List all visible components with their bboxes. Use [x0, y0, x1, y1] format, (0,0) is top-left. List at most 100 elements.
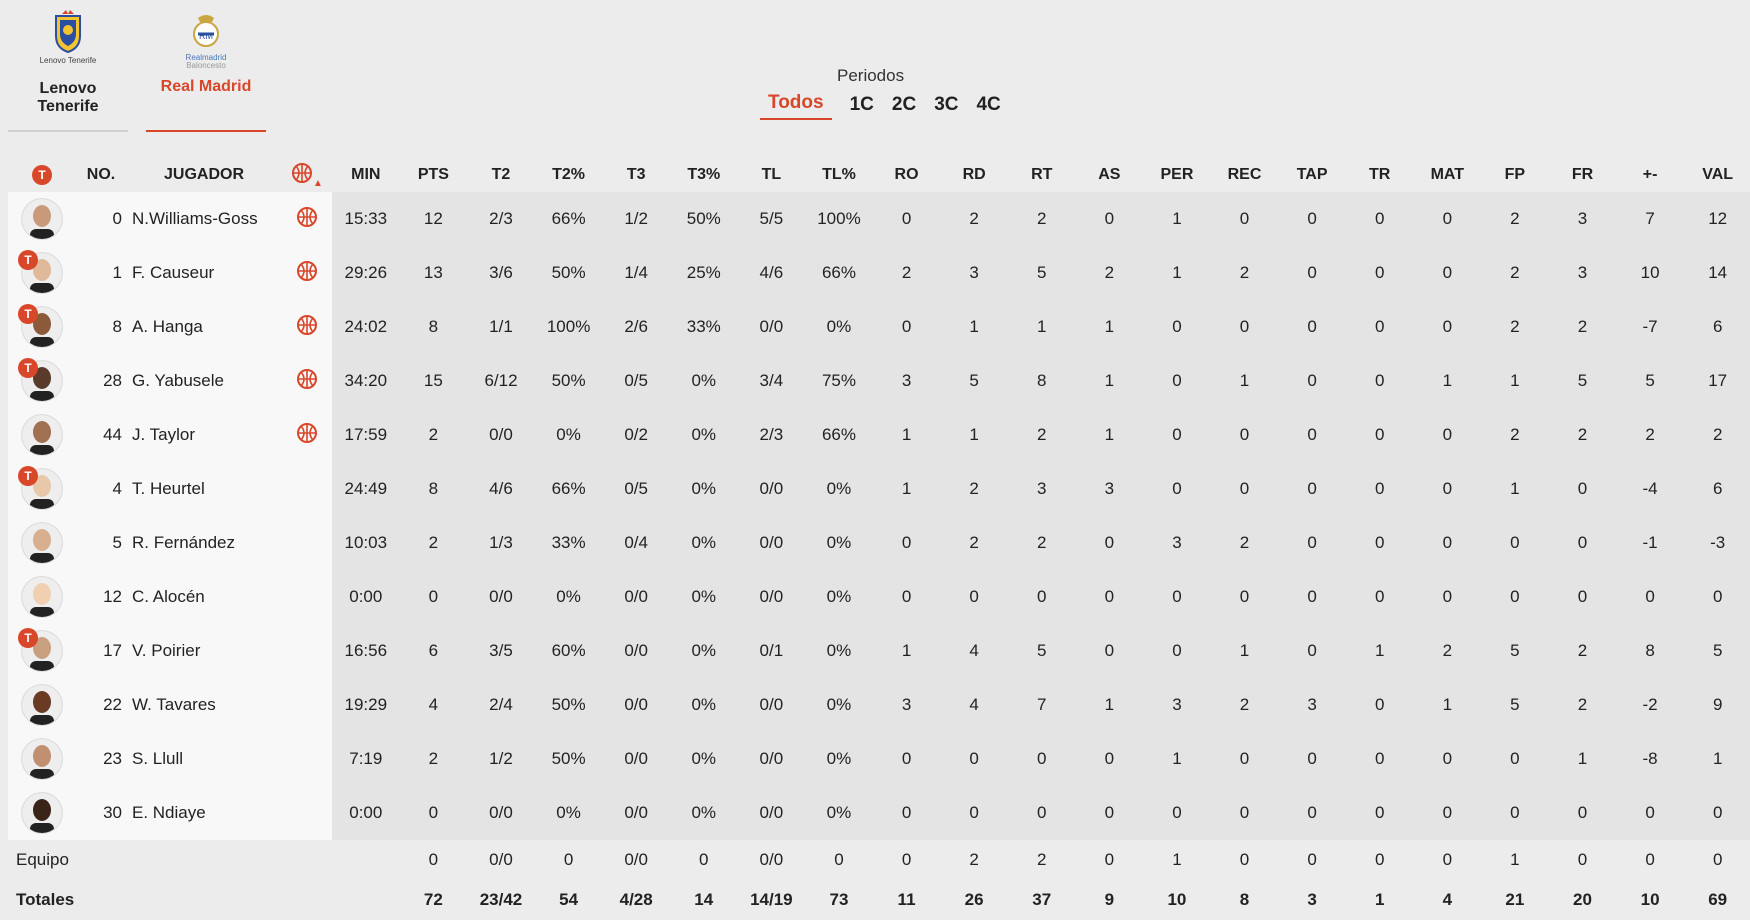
team-row-stat-per: 1 — [1172, 850, 1182, 869]
header-t2[interactable]: T2 — [491, 166, 511, 183]
stat-tr: 0 — [1345, 570, 1414, 624]
on-court-cell — [282, 192, 332, 246]
table-row[interactable]: 22 W. Tavares 19:29 4 2/4 50% 0/0 0% 0/0 0% 3 4 7 1 3 2… — [8, 678, 1750, 732]
tab-todos[interactable]: Todos — [760, 92, 832, 120]
stat-pts: 13 — [399, 246, 468, 300]
table-row[interactable]: 12 C. Alocén 0:00 0 0/0 0% 0/0 0% 0/0 0% 0 0 0 0 0 0 0 0 0… — [8, 570, 1750, 624]
stat-val: 14 — [1683, 246, 1750, 300]
player-name[interactable]: J. Taylor — [126, 408, 282, 462]
stat-rec: 0 — [1210, 192, 1279, 246]
stat-t2-pct: 100% — [534, 300, 603, 354]
player-avatar[interactable] — [21, 684, 63, 726]
totals-row-stat-t2-pct: 54 — [559, 890, 579, 909]
table-row[interactable]: 44 J. Taylor 17:59 2 0/0 0% 0/2 0% 2/3 66% 1 1 2 1 0 0 0… — [8, 408, 1750, 462]
stat-tl-pct: 66% — [805, 408, 873, 462]
starter-badge-icon: T — [18, 466, 38, 486]
totals-row-stat-fp: 21 — [1505, 890, 1525, 909]
stat-pts: 8 — [399, 462, 468, 516]
player-avatar[interactable] — [21, 738, 63, 780]
stat-tr: 0 — [1345, 246, 1414, 300]
table-row[interactable]: T 17 V. Poirier 16:56 6 3/5 60% 0/0 0% 0/1 0% 1 4 5 0 0… — [8, 624, 1750, 678]
header-min[interactable]: MIN — [351, 166, 381, 183]
team-tab-real-madrid[interactable]: RM Realmadrid Baloncesto Real Madrid — [146, 0, 266, 132]
totals-row-stat-t2: 23/42 — [479, 890, 523, 909]
table-header-row: T NO. JUGADOR ▲ MIN PTS T2 T2% T3 T3% TL… — [8, 158, 1750, 192]
player-photo-cell: T — [8, 300, 76, 354]
player-avatar[interactable] — [21, 576, 63, 618]
tab-4c[interactable]: 4C — [976, 94, 1001, 115]
header-on-court[interactable]: ▲ — [282, 158, 332, 192]
header-tap[interactable]: TAP — [1296, 166, 1328, 183]
stat-tl: 0/0 — [737, 732, 806, 786]
header-tl-pct[interactable]: TL% — [822, 166, 856, 183]
player-avatar[interactable] — [21, 522, 63, 564]
header-jugador[interactable]: JUGADOR — [163, 166, 244, 183]
header-no[interactable]: NO. — [86, 166, 116, 183]
table-row[interactable]: T 4 T. Heurtel 24:49 8 4/6 66% 0/5 0% 0/0 0% 1 2 3 3 0 0… — [8, 462, 1750, 516]
player-name[interactable]: G. Yabusele — [126, 354, 282, 408]
player-name[interactable]: S. Llull — [126, 732, 282, 786]
stat-tl: 0/0 — [737, 300, 806, 354]
table-row[interactable]: T 28 G. Yabusele 34:20 15 6/12 50% 0/5 0% 3/4 75% 3… — [8, 354, 1750, 408]
header-mat[interactable]: MAT — [1430, 166, 1465, 183]
header-as[interactable]: AS — [1098, 166, 1121, 183]
player-photo-cell — [8, 408, 76, 462]
totals-row-stat-rec: 8 — [1239, 890, 1250, 909]
header-plus-minus[interactable]: +- — [1642, 166, 1658, 183]
player-name[interactable]: W. Tavares — [126, 678, 282, 732]
header-t2-pct[interactable]: T2% — [552, 166, 586, 183]
header-rt[interactable]: RT — [1031, 166, 1053, 183]
tab-1c[interactable]: 1C — [849, 94, 874, 115]
table-row[interactable]: 0 N.Williams-Goss 15:33 12 2/3 66% 1/2 50% 5/5 10… — [8, 192, 1750, 246]
table-row[interactable]: 23 S. Llull 7:19 2 1/2 50% 0/0 0% 0/0 0% 0 0 0 0 1 0 0 0 0… — [8, 732, 1750, 786]
stat-rd: 1 — [940, 408, 1008, 462]
player-number: 28 — [76, 354, 126, 408]
player-avatar[interactable] — [21, 792, 63, 834]
stat-fr: 0 — [1548, 462, 1617, 516]
header-ro[interactable]: RO — [894, 166, 919, 183]
header-val[interactable]: VAL — [1702, 166, 1734, 183]
header-tr[interactable]: TR — [1369, 166, 1391, 183]
header-rec[interactable]: REC — [1227, 166, 1262, 183]
player-avatar[interactable] — [21, 306, 63, 348]
tab-2c[interactable]: 2C — [891, 94, 917, 115]
stat-tr: 0 — [1345, 462, 1414, 516]
table-row[interactable]: 5 R. Fernández 10:03 2 1/3 33% 0/4 0% 0/0 0% 0 2 2 0 3… — [8, 516, 1750, 570]
player-name[interactable]: F. Causeur — [126, 246, 282, 300]
stat-ro: 1 — [872, 408, 941, 462]
stat-rt: 2 — [1007, 408, 1076, 462]
player-avatar[interactable] — [21, 414, 63, 456]
team-tab-tenerife[interactable]: Lenovo Tenerife Lenovo Tenerife — [8, 0, 128, 132]
header-fp[interactable]: FP — [1504, 166, 1526, 183]
stat-ro: 3 — [872, 678, 941, 732]
player-name[interactable]: E. Ndiaye — [126, 786, 282, 840]
team-row-stat-mat: 0 — [1442, 850, 1453, 869]
team-row-stat-ro: 0 — [901, 850, 912, 869]
player-name[interactable]: N.Williams-Goss — [126, 192, 282, 246]
header-fr[interactable]: FR — [1571, 166, 1594, 183]
stat-t2: 2/4 — [467, 678, 535, 732]
table-row[interactable]: 30 E. Ndiaye 0:00 0 0/0 0% 0/0 0% 0/0 0% 0 0 0 0 0 0 0 0 0… — [8, 786, 1750, 840]
boxscore-table: T NO. JUGADOR ▲ MIN PTS T2 T2% T3 T3% TL… — [8, 158, 1750, 920]
header-tl[interactable]: TL — [761, 166, 782, 183]
player-name[interactable]: V. Poirier — [126, 624, 282, 678]
header-t3[interactable]: T3 — [626, 166, 646, 183]
table-row[interactable]: T 8 A. Hanga 24:02 8 1/1 100% 2/6 33% 0/0 0% 0 1 1 1 0 0… — [8, 300, 1750, 354]
stat-tr: 0 — [1345, 786, 1414, 840]
stat-plus-minus: 0 — [1616, 570, 1684, 624]
header-t3-pct[interactable]: T3% — [687, 166, 721, 183]
player-avatar[interactable] — [21, 198, 63, 240]
stat-plus-minus: -7 — [1616, 300, 1684, 354]
header-pts[interactable]: PTS — [417, 166, 449, 183]
player-avatar[interactable] — [21, 360, 63, 402]
table-row[interactable]: T 1 F. Causeur 29:26 13 3/6 50% 1/4 25% 4/6 66% 2 3 5… — [8, 246, 1750, 300]
stat-per: 0 — [1143, 462, 1211, 516]
tab-3c[interactable]: 3C — [934, 94, 959, 115]
player-name[interactable]: C. Alocén — [126, 570, 282, 624]
header-per[interactable]: PER — [1160, 166, 1194, 183]
stat-tl-pct: 0% — [805, 678, 873, 732]
player-name[interactable]: T. Heurtel — [126, 462, 282, 516]
player-name[interactable]: A. Hanga — [126, 300, 282, 354]
player-name[interactable]: R. Fernández — [126, 516, 282, 570]
header-rd[interactable]: RD — [962, 166, 986, 183]
